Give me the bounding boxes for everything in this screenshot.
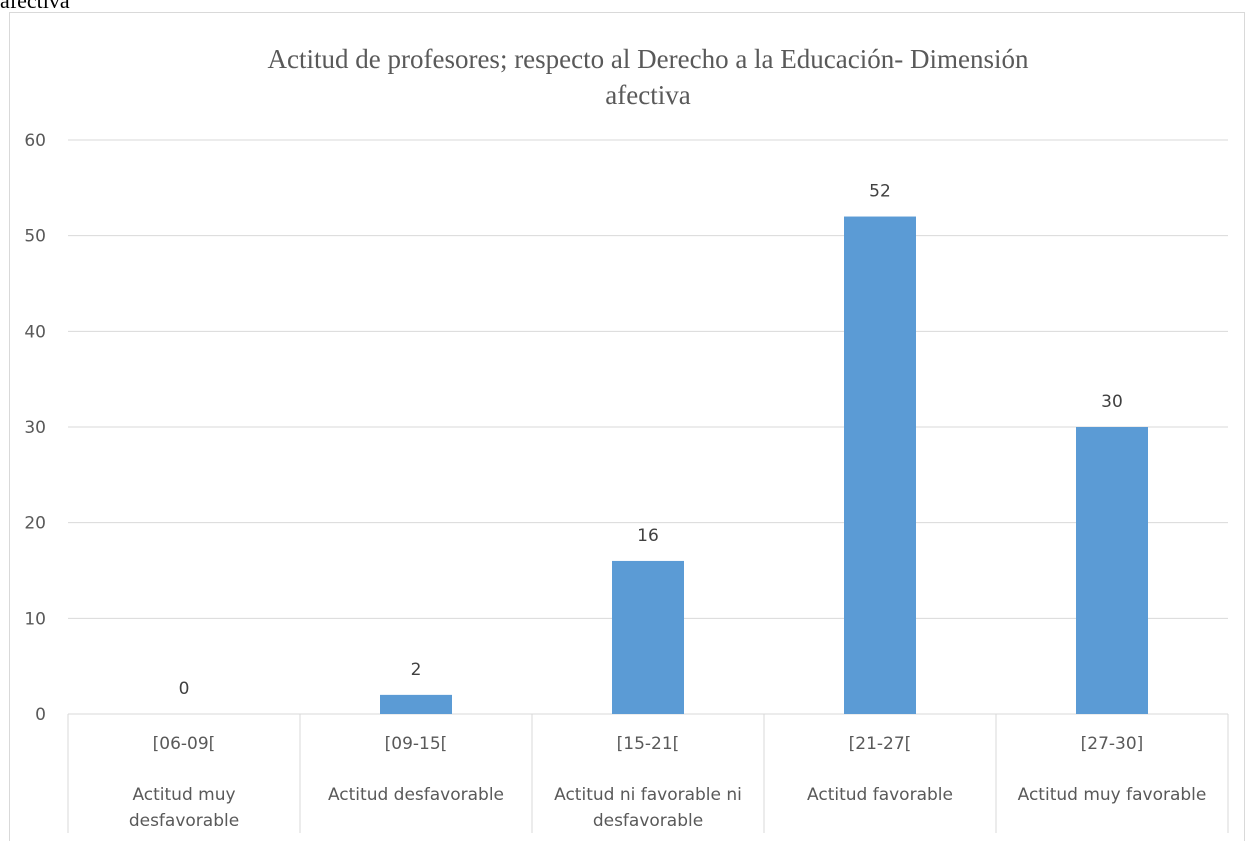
data-label: 0 xyxy=(179,679,190,699)
category-range-label: [21-27[ xyxy=(849,734,912,754)
category-name-label: Actitud favorable xyxy=(807,785,953,805)
y-tick-label: 50 xyxy=(24,227,46,247)
bar xyxy=(844,216,916,715)
data-labels: 0 2 16 52 30 xyxy=(179,182,1123,699)
caption-fragment: afectiva xyxy=(0,0,70,13)
data-label: 52 xyxy=(869,182,891,202)
category-name-label: desfavorable xyxy=(593,811,703,831)
bar xyxy=(380,694,452,714)
category-name-label: Actitud muy xyxy=(132,785,235,805)
category-name-label: desfavorable xyxy=(129,811,239,831)
chart-title-line: Actitud de profesores; respecto al Derec… xyxy=(268,44,1029,74)
category-name-label: Actitud muy favorable xyxy=(1018,785,1207,805)
y-tick-label: 0 xyxy=(35,705,46,725)
y-tick-label: 40 xyxy=(24,322,46,342)
category-range-label: [09-15[ xyxy=(385,734,448,754)
category-name-label: Actitud ni favorable ni xyxy=(554,785,742,805)
bar xyxy=(1076,427,1148,714)
chart-title: Actitud de profesores; respecto al Derec… xyxy=(268,44,1029,110)
y-tick-label: 60 xyxy=(24,131,46,151)
chart-title-line: afectiva xyxy=(605,80,690,110)
bar xyxy=(612,560,684,714)
category-range-label: [27-30] xyxy=(1081,734,1144,754)
category-axis: [06-09[ Actitud muy desfavorable [09-15[ Act… xyxy=(67,714,1229,833)
chart-area xyxy=(9,12,1245,841)
category-range-label: [06-09[ xyxy=(153,734,216,754)
y-tick-label: 20 xyxy=(24,514,46,534)
data-label: 30 xyxy=(1101,392,1123,412)
y-axis-ticks: 0 10 20 30 40 50 60 xyxy=(24,131,46,725)
category-range-label: [15-21[ xyxy=(617,734,680,754)
y-tick-label: 10 xyxy=(24,609,46,629)
data-label: 2 xyxy=(411,660,422,680)
bars xyxy=(380,216,1148,715)
category-name-label: Actitud desfavorable xyxy=(328,785,504,805)
y-tick-label: 30 xyxy=(24,418,46,438)
data-label: 16 xyxy=(637,526,659,546)
